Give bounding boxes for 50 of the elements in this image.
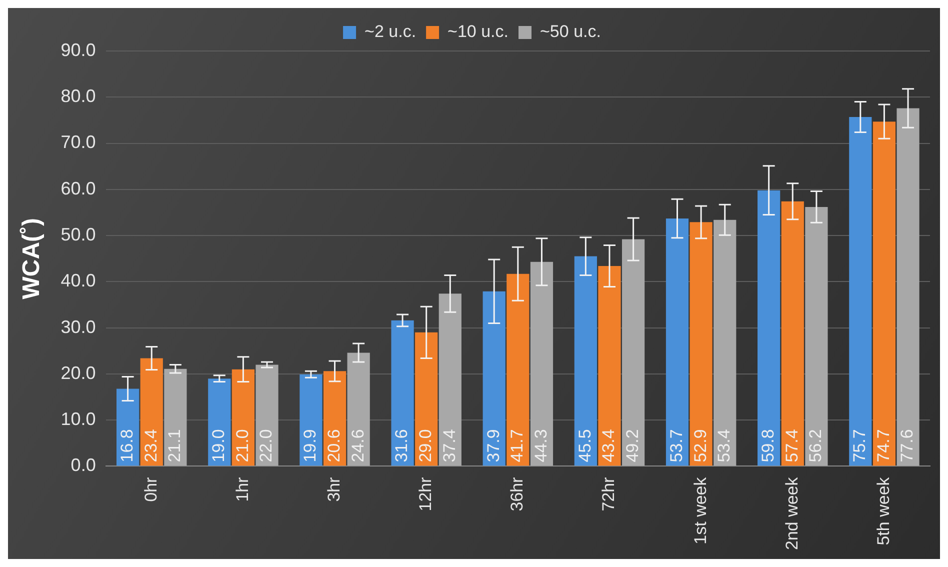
x-tick-label: 72hr [599,476,618,512]
data-label: 56.2 [806,429,826,462]
data-label: 43.4 [599,429,618,462]
y-tick-label: 20.0 [60,362,96,383]
data-label: 20.6 [324,429,344,462]
y-tick-label: 50.0 [60,224,96,245]
y-axis-title: WCA(˚) [18,218,46,300]
y-tick-label: 40.0 [60,270,96,291]
x-tick-label: 1hr [232,476,252,502]
data-label: 16.8 [118,429,136,462]
y-tick-label: 10.0 [60,409,96,430]
data-label: 75.7 [850,429,870,462]
legend-label: ~50 u.c. [540,22,601,42]
data-label: 23.4 [141,429,160,462]
data-label: 24.6 [348,429,368,462]
data-label: 49.2 [622,429,642,462]
data-label: 53.7 [666,429,686,462]
y-tick-label: 90.0 [60,40,96,60]
data-label: 41.7 [508,429,527,462]
y-tick-label: 0.0 [70,455,96,476]
data-label: 22.0 [256,429,276,462]
data-label: 37.9 [484,429,503,462]
data-label: 59.8 [758,429,778,462]
data-label: 44.3 [531,429,550,462]
data-label: 77.6 [898,429,917,462]
x-tick-label: 36hr [508,476,527,512]
y-tick-label: 70.0 [60,132,96,152]
y-tick-label: 80.0 [60,86,96,106]
legend-label: ~2 u.c. [364,22,416,42]
x-tick-label: 12hr [416,476,436,512]
data-label: 52.9 [690,429,710,462]
x-tick-label: 2nd week [782,476,802,550]
data-label: 74.7 [874,429,893,462]
x-tick-label: 1st week [690,476,710,544]
y-tick-label: 30.0 [60,316,96,337]
data-label: 21.0 [232,429,252,462]
data-label: 53.4 [714,429,734,462]
data-label: 19.0 [209,429,228,462]
data-label: 57.4 [782,429,802,462]
legend-label: ~10 u.c. [448,22,509,42]
data-label: 29.0 [416,429,436,462]
y-tick-label: 60.0 [60,178,96,198]
x-tick-label: 5th week [874,476,893,546]
x-tick-label: 0hr [141,476,160,502]
data-label: 45.5 [575,429,594,462]
data-label: 37.4 [440,429,459,462]
data-label: 31.6 [392,429,412,462]
x-tick-label: 3hr [324,476,344,502]
data-label: 21.1 [165,429,184,462]
data-label: 19.9 [300,429,320,462]
